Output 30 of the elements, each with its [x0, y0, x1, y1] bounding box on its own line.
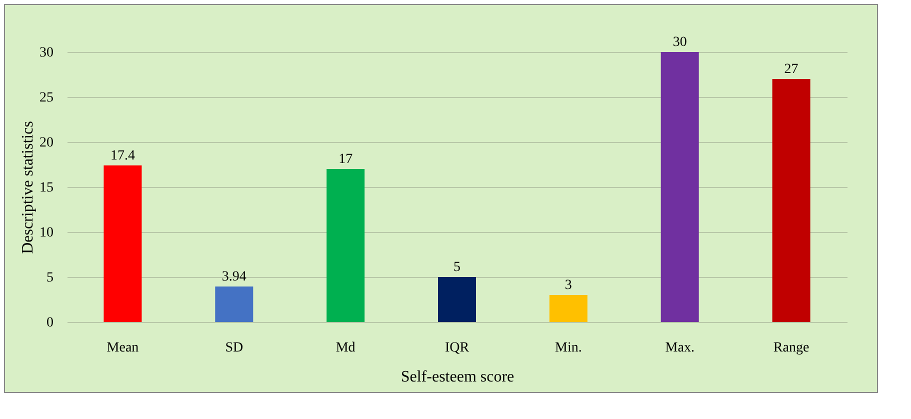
data-label: 27: [784, 62, 798, 77]
x-tick-label: SD: [225, 340, 244, 356]
data-label: 3: [564, 278, 572, 293]
y-tick-label: 10: [40, 226, 54, 240]
x-tick-label: Max.: [665, 340, 694, 356]
bar: [772, 79, 810, 322]
y-tick-label: 5: [46, 270, 54, 286]
x-tick-label: Min.: [555, 340, 582, 356]
data-label: 17.4: [110, 148, 135, 164]
data-label: 5: [454, 260, 460, 275]
bar: [104, 165, 142, 322]
x-axis-title: Self-esteem score: [400, 368, 514, 386]
x-tick-label: Md: [336, 340, 356, 356]
y-axis-title: Descriptive statistics: [20, 121, 36, 254]
bar: [660, 52, 699, 322]
bar: [215, 286, 254, 322]
data-label: 3.94: [222, 270, 246, 285]
x-tick-label: Range: [773, 340, 810, 356]
y-tick-label: 25: [40, 90, 54, 106]
y-tick-label: 20: [40, 136, 54, 150]
bar: [438, 277, 476, 322]
data-label: 30: [672, 35, 687, 50]
bar: [549, 295, 588, 322]
y-tick-label: 30: [40, 46, 54, 60]
bar: [326, 169, 365, 322]
x-tick-label: IQR: [444, 340, 470, 356]
data-label: 17: [338, 152, 353, 167]
y-tick-label: 0: [46, 316, 54, 330]
y-tick-label: 15: [40, 180, 54, 196]
x-tick-label: Mean: [106, 340, 139, 356]
